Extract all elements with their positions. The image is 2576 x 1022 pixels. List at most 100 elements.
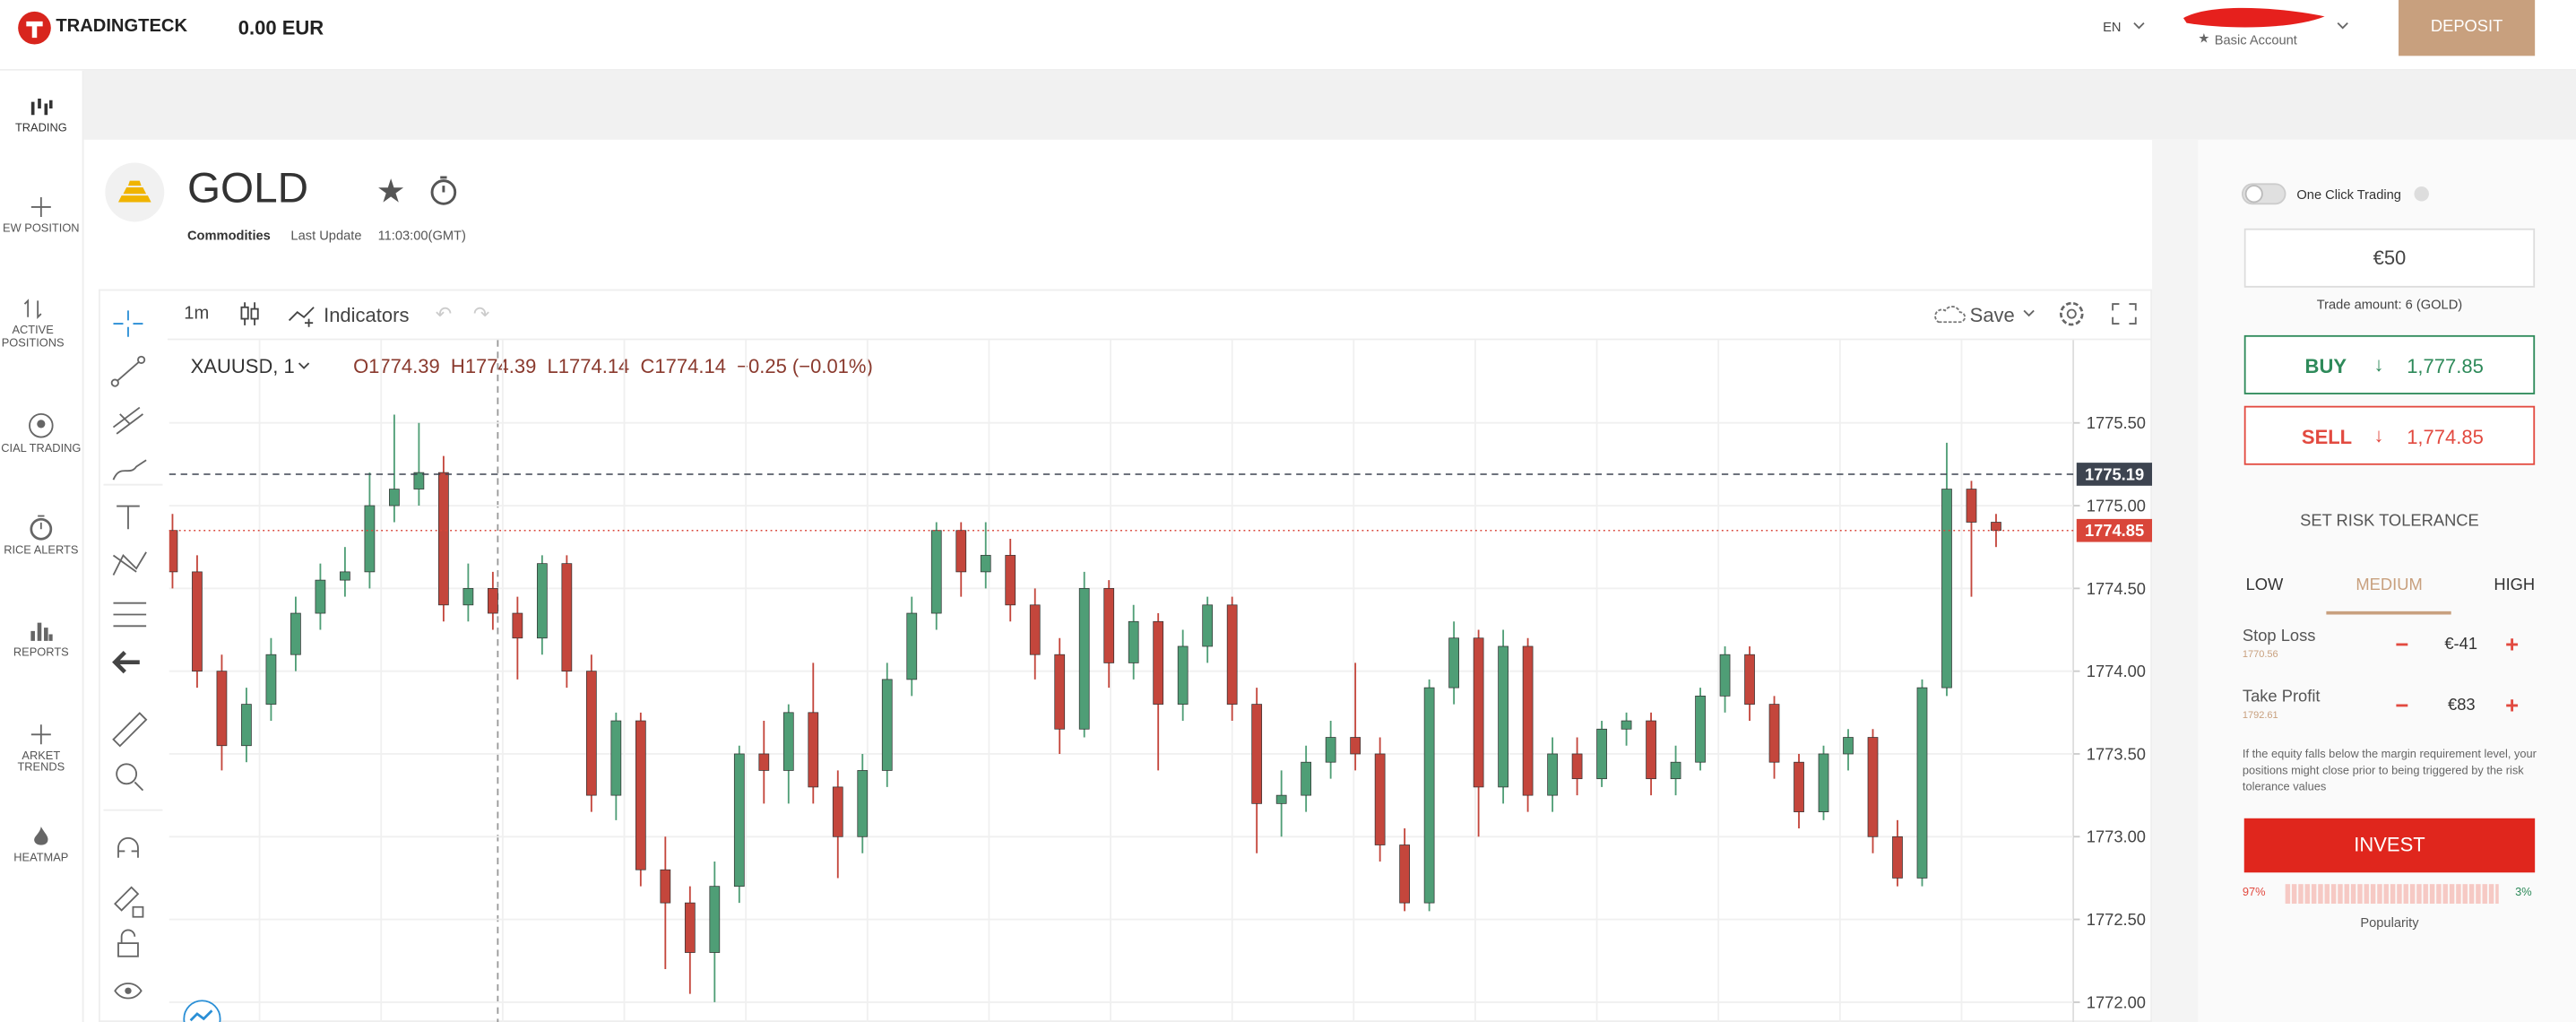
nav-label: REPORTS: [13, 647, 69, 659]
nav-icon: [23, 299, 42, 319]
account-caret: [2337, 22, 2348, 30]
chart-type-icon[interactable]: [238, 300, 262, 326]
nav-reports[interactable]: REPORTS: [0, 619, 82, 659]
nav-heatmap[interactable]: HEATMAP: [0, 825, 82, 864]
logo-text: TRADINGTECK: [56, 16, 188, 37]
nav-icon: [30, 515, 53, 541]
last-update-label: Last Update: [290, 228, 362, 244]
nav-trading[interactable]: TRADING: [0, 95, 82, 134]
language-caret: [2133, 22, 2145, 30]
take-profit-amount[interactable]: €83: [2448, 697, 2476, 715]
instrument-category: Commodities: [186, 228, 271, 244]
buy-arrow: ↓: [2373, 353, 2384, 377]
buy-price: 1,777.85: [2407, 354, 2484, 378]
take-profit-minus[interactable]: −: [2395, 691, 2409, 718]
undo[interactable]: ↶: [435, 302, 453, 325]
favorite-star[interactable]: ★: [376, 174, 406, 211]
info-icon[interactable]: [2414, 186, 2430, 202]
nav-icon: [30, 98, 53, 116]
top-bar: [0, 0, 2576, 71]
one-click-toggle[interactable]: [2241, 182, 2286, 205]
logo-icon: [18, 11, 51, 45]
buy-button[interactable]: BUY ↓ 1,777.85: [2243, 334, 2536, 394]
ohlc-legend: O1774.39 H1774.39 L1774.14 C1774.14 −0.2…: [353, 355, 873, 378]
popularity-bar: [2285, 884, 2499, 905]
risk-title: SET RISK TOLERANCE: [2300, 512, 2479, 532]
nav-label: ACTIVE POSITIONS: [1, 325, 65, 351]
panel-gap: [2152, 139, 2199, 1022]
trade-amount: Trade amount: 6 (GOLD): [2316, 297, 2463, 313]
gold-icon: [105, 162, 165, 222]
chart-frame: [98, 289, 2153, 1022]
settings-icon[interactable]: [2057, 299, 2087, 329]
redo[interactable]: ↷: [472, 302, 490, 325]
nav-market-trends[interactable]: ARKET TRENDS: [0, 723, 82, 774]
take-profit-label: Take Profit: [2242, 688, 2321, 707]
stop-loss-minus[interactable]: −: [2395, 630, 2409, 658]
amount-input[interactable]: €50: [2243, 228, 2536, 288]
legend-open: O1774.39: [353, 354, 440, 378]
timer-icon[interactable]: [428, 176, 458, 205]
indicators-icon[interactable]: [288, 302, 321, 328]
account-star: ★: [2198, 30, 2210, 47]
nav-label: RICE ALERTS: [4, 545, 79, 558]
risk-high[interactable]: HIGH: [2494, 576, 2536, 595]
nav-label: TRADING: [14, 123, 67, 135]
take-profit-plus[interactable]: +: [2505, 691, 2520, 718]
popularity-sell: 3%: [2515, 887, 2532, 899]
instrument-name: GOLD: [186, 162, 309, 212]
sidebar: [0, 70, 84, 1022]
tv-logo[interactable]: [181, 994, 224, 1022]
save[interactable]: Save: [1969, 304, 2015, 327]
invest-button[interactable]: INVEST: [2243, 818, 2536, 873]
language[interactable]: EN: [2103, 19, 2122, 35]
nav-icon: [29, 412, 54, 438]
last-update: 11:03:00(GMT): [377, 228, 466, 244]
take-profit-price: 1792.61: [2242, 711, 2278, 722]
nav-new-position[interactable]: EW POSITION: [0, 195, 82, 235]
sell-price: 1,774.85: [2407, 425, 2484, 449]
nav-label: HEATMAP: [13, 853, 69, 865]
nav-icon: [30, 622, 53, 641]
indicators[interactable]: Indicators: [324, 304, 410, 327]
redacted-name: [2183, 7, 2325, 28]
stop-loss-amount[interactable]: €-41: [2444, 636, 2478, 654]
one-click-label: One Click Trading: [2296, 186, 2401, 203]
sell-button[interactable]: SELL ↓ 1,774.85: [2243, 405, 2536, 465]
deposit-button[interactable]: DEPOSIT: [2399, 0, 2536, 56]
buy-label: BUY: [2304, 354, 2347, 378]
drawing-tools[interactable]: [103, 296, 163, 1018]
chart-toolbar: [167, 292, 2153, 341]
nav-icon: [30, 724, 51, 745]
fullscreen-icon[interactable]: [2111, 302, 2137, 325]
cloud-icon: [1934, 306, 1966, 324]
stop-loss-plus[interactable]: +: [2505, 630, 2520, 658]
symbol-caret[interactable]: [298, 361, 311, 371]
nav-icon: [30, 196, 51, 217]
banner: [82, 70, 2576, 140]
nav-label: EW POSITION: [3, 223, 80, 236]
account-type[interactable]: Basic Account: [2214, 32, 2297, 48]
nav-label: CIAL TRADING: [1, 443, 82, 455]
save-caret[interactable]: [2022, 309, 2036, 319]
nav-social-trading[interactable]: CIAL TRADING: [0, 412, 82, 455]
risk-medium[interactable]: MEDIUM: [2356, 576, 2423, 595]
symbol[interactable]: XAUUSD, 1: [190, 354, 295, 378]
sell-label: SELL: [2301, 425, 2353, 449]
nav-price-alerts[interactable]: RICE ALERTS: [0, 515, 82, 558]
legend-close: C1774.14: [640, 354, 726, 378]
stop-loss-label: Stop Loss: [2242, 628, 2316, 646]
stop-loss-price: 1770.56: [2242, 650, 2278, 661]
risk-low[interactable]: LOW: [2245, 576, 2284, 595]
legend-low: L1774.14: [547, 354, 630, 378]
sell-arrow: ↓: [2373, 423, 2384, 447]
legend-change: −0.25 (−0.01%): [737, 354, 873, 378]
popularity-label: Popularity: [2360, 914, 2419, 931]
popularity-buy: 97%: [2242, 887, 2266, 899]
nav-active-positions[interactable]: ACTIVE POSITIONS: [0, 298, 65, 351]
margin-note: If the equity falls below the margin req…: [2242, 749, 2537, 794]
balance: 0.00 EUR: [238, 16, 324, 39]
nav-label: ARKET TRENDS: [17, 750, 65, 775]
interval[interactable]: 1m: [184, 304, 210, 325]
